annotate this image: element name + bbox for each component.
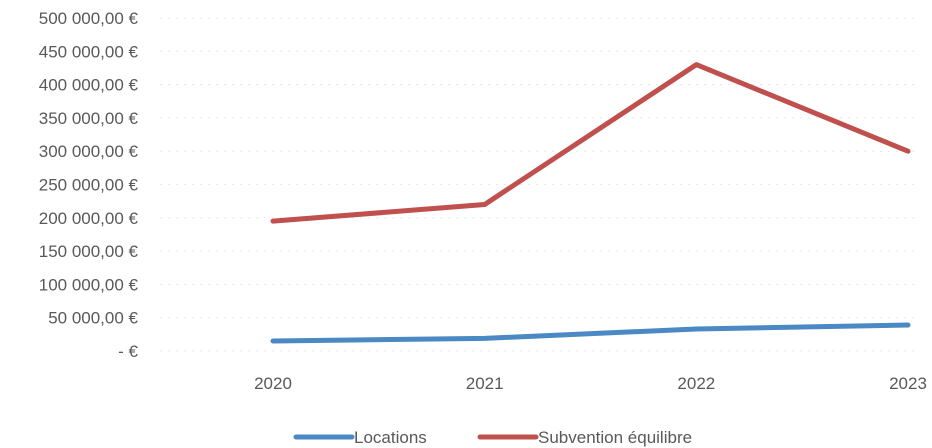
x-tick-label: 2021 — [466, 374, 504, 393]
x-tick-label: 2023 — [889, 374, 927, 393]
y-tick-label: 350 000,00 € — [39, 109, 139, 128]
series-lines — [270, 62, 911, 344]
y-axis-ticks: - € 50 000,00 € 100 000,00 € 150 000,00 € 20… — [39, 9, 139, 361]
y-tick-label: 250 000,00 € — [39, 176, 139, 195]
series-line-1 — [270, 322, 911, 344]
x-tick-label: 2022 — [677, 374, 715, 393]
y-tick-label: 450 000,00 € — [39, 42, 139, 61]
x-axis-ticks: 2020 2021 2022 2023 — [254, 374, 927, 393]
legend: Locations Subvention équilibre — [293, 428, 692, 447]
y-tick-label: 300 000,00 € — [39, 142, 139, 161]
x-tick-label: 2020 — [254, 374, 292, 393]
y-tick-label: 100 000,00 € — [39, 275, 139, 294]
series-line-2 — [270, 62, 911, 224]
y-tick-label: 150 000,00 € — [39, 242, 139, 261]
y-tick-label: 500 000,00 € — [39, 9, 139, 28]
y-tick-label: 50 000,00 € — [48, 309, 138, 328]
legend-label: Locations — [354, 428, 427, 447]
y-tick-label: - € — [118, 342, 138, 361]
y-tick-label: 400 000,00 € — [39, 76, 139, 95]
gridlines — [160, 17, 918, 352]
y-tick-label: 200 000,00 € — [39, 209, 139, 228]
legend-label: Subvention équilibre — [538, 428, 692, 447]
